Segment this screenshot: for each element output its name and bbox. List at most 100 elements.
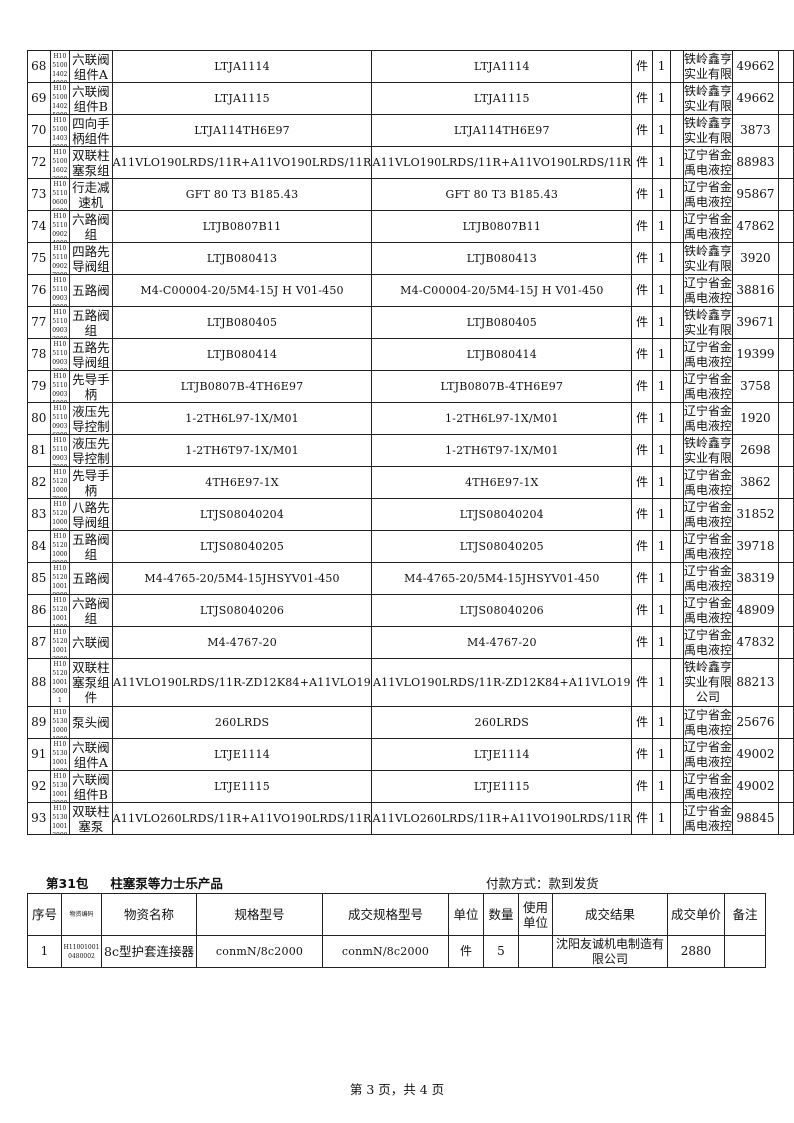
- cell-deal-result: 辽宁省金禹电液控制科技有限公司: [682, 274, 734, 307]
- deal-result-text: 铁岭鑫亨实业有限公司: [683, 243, 732, 273]
- material-name-text: 八路先导阀组: [72, 499, 110, 530]
- cell-unit-price: 38319: [732, 562, 779, 595]
- table-row: 69 H105100140250001六联阀组件B LTJA1115 LTJA1115…: [27, 82, 794, 115]
- material-name-text: 六联阀: [72, 635, 110, 650]
- row-number-text: 1: [40, 944, 49, 958]
- cell-spec-model: LTJE1114: [111, 738, 373, 771]
- cell-unit: 件: [631, 738, 654, 771]
- cell-spec-model: LTJS08040204: [111, 498, 373, 531]
- section-title: 第31包 柱塞泵等力士乐产品: [46, 873, 223, 892]
- cell-remark: [777, 770, 794, 803]
- spec-model-text: LTJB080405: [206, 316, 278, 329]
- cell-row-number: 82: [27, 466, 51, 499]
- cell-deal-spec-model: LTJS08040204: [371, 498, 633, 531]
- spec-model-text: conmN/8c2000: [215, 945, 304, 958]
- package-number: 第31包: [46, 876, 89, 891]
- cell-remark: [777, 706, 794, 739]
- material-code-text: H105110090360001: [52, 404, 68, 434]
- cell-spec-model: LTJS08040205: [111, 530, 373, 563]
- unit-price-text: 49662: [736, 91, 775, 105]
- cell-using-unit: [670, 402, 684, 435]
- unit-text: 件: [636, 811, 649, 825]
- cell-deal-result: 辽宁省金禹电液控制科技有限公司: [682, 562, 734, 595]
- deal-result-text: 辽宁省金禹电液控制科技有限公司: [683, 595, 732, 625]
- unit-text: 件: [636, 635, 649, 649]
- cell-unit: 件: [631, 306, 654, 339]
- material-code-text: H105110060060001: [52, 180, 68, 210]
- table-row: 83 H105120100080001八路先导阀组 LTJS08040204 LTJS…: [27, 498, 794, 531]
- unit-text: 件: [636, 475, 649, 489]
- cell-deal-result: 沈阳友诚机电制造有限公司: [552, 935, 668, 968]
- unit-price-text: 49662: [736, 59, 775, 73]
- deal-result-text: 铁岭鑫亨实业有限公司: [683, 435, 732, 465]
- spec-model-text: M4-C00004-20/5M4-15J H V01-450: [140, 284, 344, 297]
- material-code-text: H105100160220001: [52, 148, 68, 178]
- cell-deal-spec-model: A11VLO190LRDS/11R+A11VO190LRDS/11R: [371, 146, 633, 179]
- spec-model-text: A11VLO190LRDS/11R+A11VO190LRDS/11R: [112, 156, 372, 169]
- unit-price-text: 47832: [736, 635, 775, 649]
- cell-remark: [777, 402, 794, 435]
- cell-unit-price: 98845: [732, 802, 779, 835]
- quantity-text: 1: [657, 635, 666, 649]
- cell-spec-model: LTJB080405: [111, 306, 373, 339]
- deal-result-text: 辽宁省金禹电液控制科技有限公司: [683, 339, 732, 369]
- material-code-text: H105110090330001: [52, 340, 68, 370]
- spec-model-text: LTJB080414: [206, 348, 278, 361]
- quantity-text: 1: [657, 715, 666, 729]
- cell-quantity: 1: [652, 738, 672, 771]
- cell-material-code: H105120100150001: [49, 658, 71, 707]
- deal-result-text: 辽宁省金禹电液控制科技有限公司: [683, 531, 732, 561]
- deal-result-text: 辽宁省金禹电液控制科技有限公司: [683, 739, 732, 769]
- cell-material-name: 六联阀组件B: [69, 770, 113, 803]
- deal-spec-model-text: LTJS08040204: [459, 508, 544, 521]
- cell-spec-model: 260LRDS: [111, 706, 373, 739]
- deal-spec-model-text: M4-C00004-20/5M4-15J H V01-450: [400, 284, 604, 297]
- unit-text: 件: [459, 944, 472, 958]
- material-code-text: H110010010480002: [63, 943, 100, 960]
- cell-unit: 件: [631, 530, 654, 563]
- cell-deal-spec-model: LTJB080414: [371, 338, 633, 371]
- deal-result-text: 辽宁省金禹电液控制科技有限公司: [683, 403, 732, 433]
- table-row: 84 H105120100090001五路阀组 LTJS08040205 LTJS08…: [27, 530, 794, 563]
- table-row: 88 H105120100150001 双联柱塞泵组件 A11VLO190LRDS/1…: [27, 658, 794, 707]
- quantity-text: 1: [657, 603, 666, 617]
- cell-row-number: 68: [27, 50, 51, 83]
- deal-result-text: 辽宁省金禹电液控制科技有限公司: [683, 707, 732, 737]
- row-number-text: 87: [31, 635, 47, 649]
- cell-spec-model: LTJS08040206: [111, 594, 373, 627]
- cell-spec-model: 1-2TH6L97-1X/M01: [111, 402, 373, 435]
- cell-quantity: 1: [652, 402, 672, 435]
- cell-spec-model: LTJB0807B-4TH6E97: [111, 370, 373, 403]
- material-code-text: H105120100150001: [52, 661, 68, 704]
- quantity-text: 1: [657, 251, 666, 265]
- deal-result-text: 铁岭鑫亨实业有限公司: [683, 115, 732, 145]
- cell-unit-price: 3758: [732, 370, 779, 403]
- cell-material-code: H105110090270001: [49, 242, 71, 275]
- deal-spec-model-text: GFT 80 T3 B185.43: [445, 188, 559, 201]
- cell-deal-spec-model: LTJS08040206: [371, 594, 633, 627]
- cell-unit: 件: [631, 50, 654, 83]
- unit-price-text: 48909: [736, 603, 775, 617]
- spec-model-text: 260LRDS: [214, 716, 270, 729]
- header-material-code: 物资编码: [61, 893, 102, 936]
- cell-material-code: H105100140300001: [49, 114, 71, 147]
- cell-unit: 件: [631, 434, 654, 467]
- cell-quantity: 1: [652, 338, 672, 371]
- cell-unit: 件: [631, 242, 654, 275]
- row-number-text: 80: [31, 411, 47, 425]
- cell-quantity: 1: [652, 114, 672, 147]
- cell-remark: [777, 82, 794, 115]
- quantity-text: 1: [657, 91, 666, 105]
- unit-price-text: 98845: [736, 811, 775, 825]
- spec-model-text: LTJB080413: [206, 252, 278, 265]
- deal-result-text: 铁岭鑫亨实业有限公司: [683, 307, 732, 337]
- cell-unit: 件: [631, 82, 654, 115]
- unit-text: 件: [636, 411, 649, 425]
- unit-text: 件: [636, 219, 649, 233]
- cell-deal-result: 辽宁省金禹电液控制科技有限公司: [682, 146, 734, 179]
- payment-terms: 付款方式：款到发货: [486, 876, 599, 891]
- material-code-text: H105120100100001: [52, 564, 68, 594]
- material-name-text: 五路阀: [72, 571, 110, 586]
- header-unit-price: 成交单价: [667, 893, 725, 936]
- cell-row-number: 75: [27, 242, 51, 275]
